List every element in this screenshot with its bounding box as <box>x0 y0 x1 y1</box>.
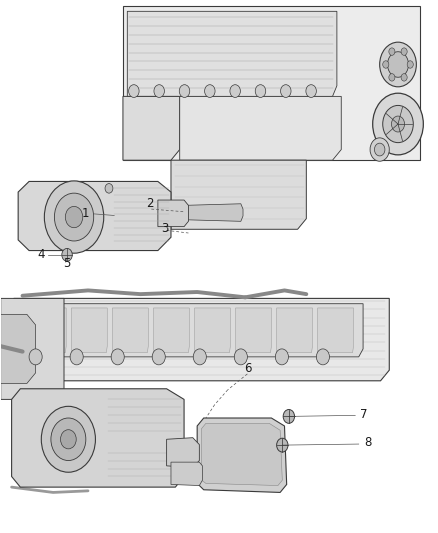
Circle shape <box>383 106 413 143</box>
Circle shape <box>388 52 409 77</box>
Text: 8: 8 <box>364 437 371 449</box>
Circle shape <box>401 74 407 81</box>
Polygon shape <box>180 96 341 160</box>
Circle shape <box>255 85 266 98</box>
Circle shape <box>401 48 407 55</box>
Polygon shape <box>197 418 287 492</box>
Circle shape <box>389 48 395 55</box>
Circle shape <box>306 85 316 98</box>
Polygon shape <box>1 314 35 383</box>
Polygon shape <box>27 304 363 357</box>
Polygon shape <box>14 298 389 381</box>
Circle shape <box>154 85 164 98</box>
Polygon shape <box>113 308 148 353</box>
Circle shape <box>193 349 206 365</box>
Circle shape <box>41 406 95 472</box>
Circle shape <box>383 61 389 68</box>
Circle shape <box>392 116 405 132</box>
Polygon shape <box>71 308 107 353</box>
Circle shape <box>205 85 215 98</box>
Polygon shape <box>12 389 184 487</box>
Text: 2: 2 <box>146 197 154 211</box>
Circle shape <box>29 349 42 365</box>
Circle shape <box>389 74 395 81</box>
Circle shape <box>283 409 294 423</box>
Polygon shape <box>171 160 306 229</box>
Polygon shape <box>127 11 337 96</box>
Circle shape <box>230 85 240 98</box>
Text: 3: 3 <box>161 222 168 235</box>
Polygon shape <box>123 6 420 160</box>
Circle shape <box>51 418 86 461</box>
Polygon shape <box>1 298 64 399</box>
Polygon shape <box>166 438 199 467</box>
Polygon shape <box>277 308 312 353</box>
Polygon shape <box>236 308 272 353</box>
Circle shape <box>62 248 72 261</box>
Text: 5: 5 <box>64 257 71 270</box>
Polygon shape <box>30 308 66 353</box>
Text: 7: 7 <box>360 408 368 421</box>
Polygon shape <box>318 308 353 353</box>
Circle shape <box>234 349 247 365</box>
Text: 4: 4 <box>37 248 45 261</box>
Circle shape <box>316 349 329 365</box>
Circle shape <box>373 93 424 155</box>
Polygon shape <box>123 96 180 160</box>
Circle shape <box>152 349 165 365</box>
Text: 6: 6 <box>244 362 251 375</box>
Polygon shape <box>158 200 188 227</box>
Circle shape <box>277 438 288 452</box>
Circle shape <box>374 143 385 156</box>
Circle shape <box>370 138 389 161</box>
Circle shape <box>380 42 417 87</box>
Circle shape <box>65 206 83 228</box>
Text: 1: 1 <box>82 207 90 220</box>
Circle shape <box>54 193 94 241</box>
Polygon shape <box>18 181 171 251</box>
Circle shape <box>60 430 76 449</box>
Circle shape <box>276 349 288 365</box>
Circle shape <box>281 85 291 98</box>
Polygon shape <box>153 308 189 353</box>
Polygon shape <box>194 308 230 353</box>
Circle shape <box>105 183 113 193</box>
Circle shape <box>407 61 413 68</box>
Circle shape <box>70 349 83 365</box>
Circle shape <box>111 349 124 365</box>
Circle shape <box>179 85 190 98</box>
Polygon shape <box>184 204 243 221</box>
Circle shape <box>44 181 104 253</box>
Polygon shape <box>201 423 283 486</box>
Circle shape <box>129 85 139 98</box>
Polygon shape <box>171 462 202 486</box>
